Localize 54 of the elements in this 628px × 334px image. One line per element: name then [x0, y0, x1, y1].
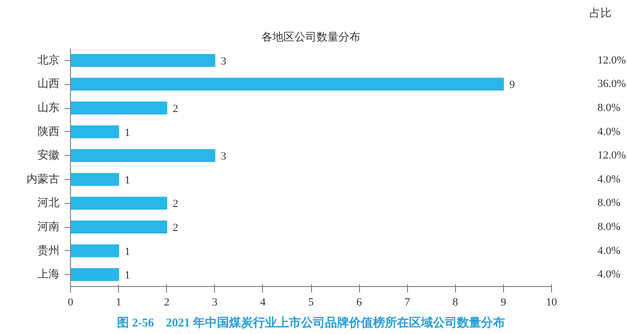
x-tick-label: 3	[212, 296, 218, 308]
bar	[70, 196, 168, 210]
bar	[70, 268, 120, 282]
y-tick-label: 上海	[38, 268, 60, 281]
bar	[70, 149, 216, 162]
y-tick-label: 陕西	[38, 126, 60, 138]
x-tick-label: 5	[308, 296, 314, 308]
chart-title: 各地区公司数量分布	[262, 30, 360, 44]
text: 4.0%	[598, 268, 620, 281]
text: 4.0%	[598, 126, 620, 138]
bar	[70, 54, 216, 67]
y-tick-label: 山东	[38, 101, 60, 114]
x-tick-label: 7	[404, 296, 410, 308]
text: 12.0%	[598, 150, 626, 162]
text: 36.0%	[598, 78, 626, 90]
text: 8.0%	[598, 197, 620, 210]
bar	[70, 78, 504, 91]
data-label: 3	[220, 55, 227, 68]
y-tick-label: 安徽	[38, 148, 60, 162]
x-tick-label: 8	[452, 296, 459, 308]
text: 8.0%	[598, 221, 620, 233]
text: 8.0%	[598, 102, 620, 114]
text: 占比	[590, 6, 612, 20]
data-label: 2	[172, 198, 178, 210]
text: 4.0%	[598, 244, 620, 257]
data-label: 1	[124, 174, 130, 186]
x-tick-label: 1	[116, 296, 122, 308]
bar	[70, 244, 120, 258]
bar	[70, 125, 120, 138]
data-label: 1	[124, 126, 130, 139]
x-tick-label: 4	[260, 296, 266, 308]
caption: 图 2-56 2021 年中国煤炭行业上市公司品牌价值榜所在区域公司数量分布	[117, 316, 505, 330]
x-tick-label: 9	[500, 296, 507, 308]
x-tick-label: 6	[356, 296, 362, 308]
data-label: 3	[220, 150, 227, 163]
bar	[70, 220, 168, 234]
data-label: 1	[124, 270, 130, 282]
x-tick-label: 0	[68, 296, 74, 308]
data-label: 2	[172, 103, 178, 115]
y-tick-label: 山西	[38, 77, 60, 90]
x-tick-label: 2	[164, 296, 170, 308]
data-label: 1	[124, 246, 130, 258]
data-label: 9	[509, 79, 516, 92]
bar	[70, 102, 168, 114]
y-tick-label: 贵州	[38, 244, 60, 257]
bar	[70, 172, 120, 186]
y-tick-label: 内蒙古	[26, 172, 60, 186]
y-tick-label: 河南	[38, 220, 60, 233]
text: 12.0%	[598, 54, 626, 66]
text: 4.0%	[598, 173, 620, 186]
y-tick-label: 北京	[38, 53, 60, 66]
x-tick-label: 10	[546, 296, 558, 308]
data-label: 2	[172, 222, 178, 234]
y-tick-label: 河北	[38, 196, 60, 210]
